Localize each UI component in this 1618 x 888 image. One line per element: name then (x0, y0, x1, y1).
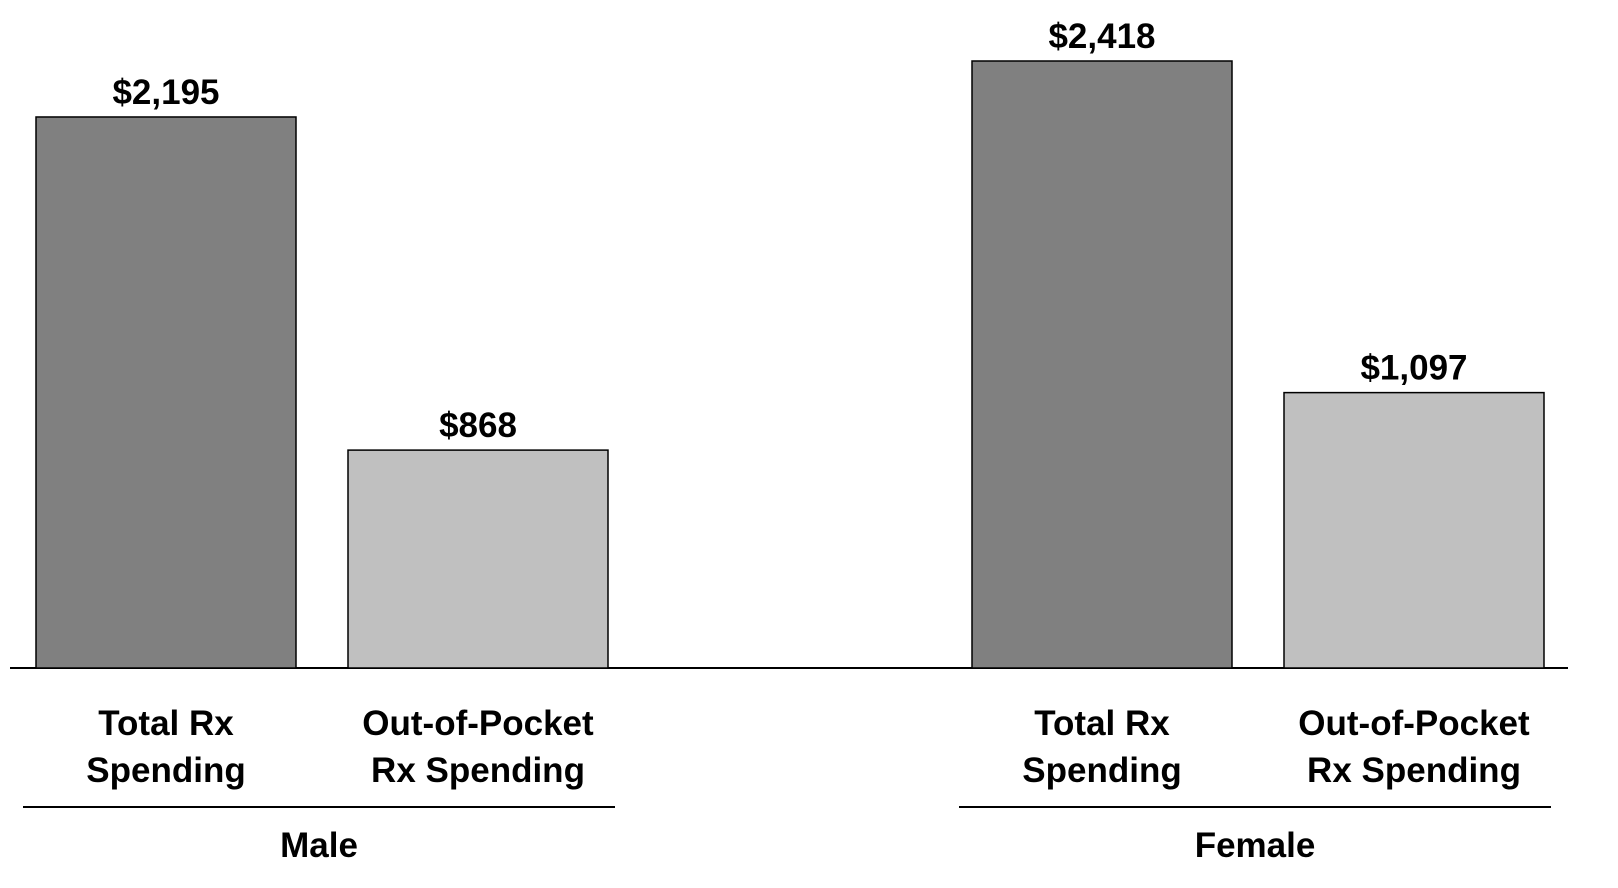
category-label: Out-of-Pocket Rx Spending (1298, 704, 1530, 790)
value-label: $2,418 (1048, 17, 1155, 56)
value-label: $1,097 (1360, 349, 1467, 388)
group-label: Female (1195, 826, 1316, 865)
category-label: Total Rx Spending (86, 704, 245, 790)
bar (35, 116, 297, 669)
bar (347, 449, 609, 669)
bar (971, 60, 1233, 669)
value-label: $868 (439, 406, 517, 445)
group-label: Male (280, 826, 358, 865)
bar (1283, 391, 1545, 669)
category-label: Total Rx Spending (1022, 704, 1181, 790)
value-label: $2,195 (112, 73, 219, 112)
category-label: Out-of-Pocket Rx Spending (362, 704, 594, 790)
